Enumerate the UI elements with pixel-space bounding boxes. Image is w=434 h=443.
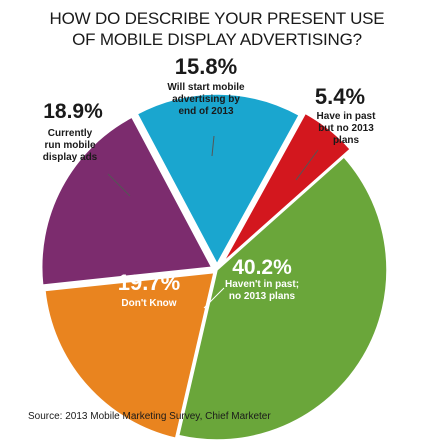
leader-line-3 xyxy=(203,287,225,309)
pie-slice-5 xyxy=(40,116,213,286)
leader-line-2 xyxy=(295,149,319,181)
slice-label-4-line-1: Don't Know xyxy=(121,298,176,309)
slice-label-3-line-2: no 2013 plans xyxy=(229,291,296,302)
slice-label-1-line-1: Will start mobile xyxy=(167,82,245,93)
chart-title-line-1: HOW DO DESCRIBE YOUR PRESENT USE xyxy=(49,9,385,28)
slice-percent-label-2: 5.4% xyxy=(315,84,365,109)
pie-slice-3 xyxy=(177,155,388,441)
source-note: Source: 2013 Mobile Marketing Survey, Ch… xyxy=(28,411,271,422)
slice-label-2-line-3: plans xyxy=(333,135,360,146)
slice-percent-label-4: 19.7% xyxy=(118,270,180,295)
chart-title: HOW DO DESCRIBE YOUR PRESENT USE OF MOBI… xyxy=(0,8,434,50)
pie-slice-2 xyxy=(222,112,352,263)
leader-line-5 xyxy=(107,173,131,197)
slice-label-2-line-2: but no 2013 xyxy=(318,123,374,134)
pie-slice-4 xyxy=(44,271,215,440)
slice-label-5-line-3: display ads xyxy=(43,152,98,163)
pie-slice-1 xyxy=(136,93,301,266)
leader-line-1 xyxy=(211,135,215,157)
slice-percent-label-3: 40.2% xyxy=(232,256,292,279)
slice-label-1-line-3: end of 2013 xyxy=(178,106,233,117)
slice-label-1-line-2: advertising by xyxy=(172,94,240,105)
chart-title-line-2: OF MOBILE DISPLAY ADVERTISING? xyxy=(72,30,362,49)
slice-label-5-line-2: run mobile xyxy=(44,140,96,151)
slice-percent-label-5: 18.9% xyxy=(43,100,103,123)
slice-percent-label-1: 15.8% xyxy=(175,54,237,79)
slice-label-5-line-1: Currently xyxy=(48,128,93,139)
slice-label-3-line-1: Haven't in past; xyxy=(225,279,299,290)
slice-label-2-line-1: Have in past xyxy=(317,111,377,122)
